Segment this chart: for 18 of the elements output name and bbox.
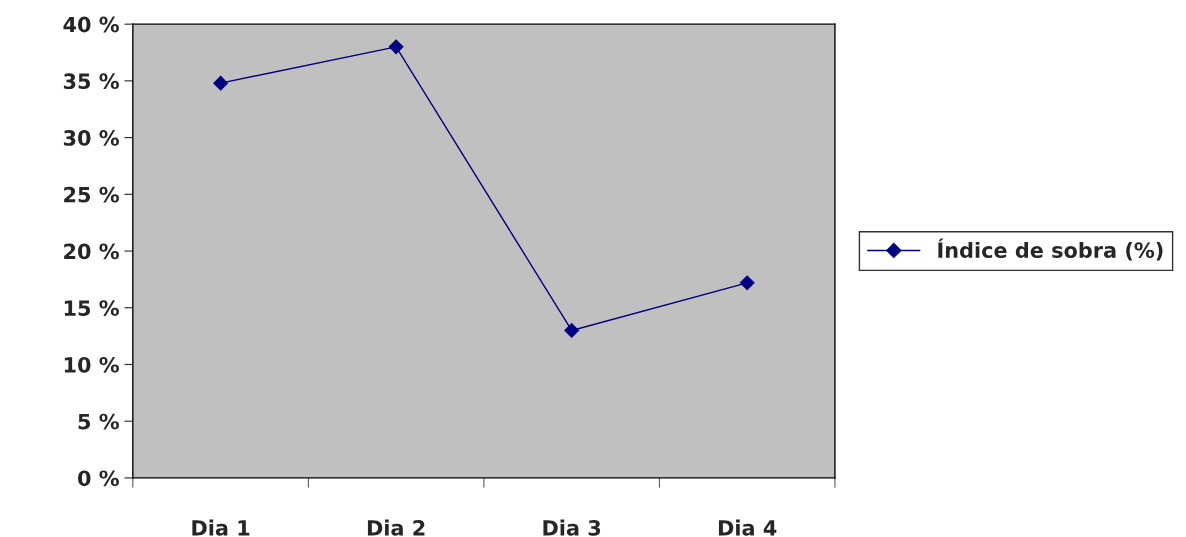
y-tick-label: 25 % bbox=[64, 186, 119, 203]
point bbox=[739, 275, 755, 291]
y-tick-label: 10 % bbox=[64, 356, 119, 373]
x-tick-label: Dia 2 bbox=[367, 519, 425, 536]
point bbox=[564, 323, 580, 338]
y-tick-label: 0 % bbox=[78, 470, 119, 487]
legend-label: Índice de sobra (%) bbox=[938, 238, 1163, 261]
y-tick-label: 20 % bbox=[64, 243, 119, 260]
y-tick-label: 40 % bbox=[63, 16, 119, 33]
x-tick-label: Dia 4 bbox=[718, 519, 777, 536]
y-tick-label: 5 % bbox=[78, 413, 119, 430]
y-tick-label: 30 % bbox=[63, 130, 119, 146]
point bbox=[213, 75, 228, 91]
x-tick-label: Dia 3 bbox=[543, 519, 601, 536]
x-tick-label: Dia 1 bbox=[192, 519, 250, 536]
y-tick-label: 15 % bbox=[64, 300, 119, 316]
y-tick-label: 35 % bbox=[63, 73, 119, 90]
point bbox=[388, 39, 404, 55]
